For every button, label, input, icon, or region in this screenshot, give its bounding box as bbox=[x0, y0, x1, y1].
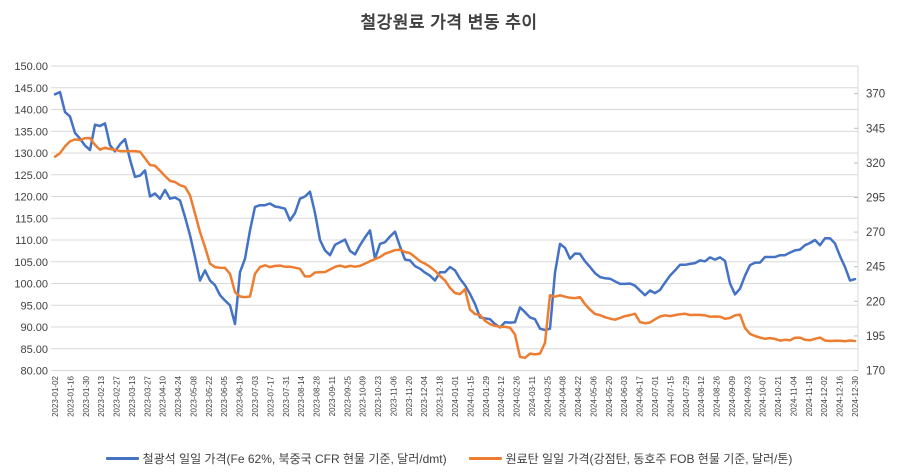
y-axis-label-right: 270 bbox=[866, 227, 885, 239]
chart-title: 철강원료 가격 변동 추이 bbox=[360, 13, 538, 32]
iron-ore-line-swatch bbox=[105, 457, 139, 460]
x-axis-label: 2024-01-01 bbox=[451, 375, 460, 416]
y-axis-label-right: 245 bbox=[866, 262, 885, 274]
y-axis-label-right: 295 bbox=[866, 192, 885, 204]
x-axis-label: 2024-03-11 bbox=[528, 375, 537, 416]
y-axis-label-left: 90.00 bbox=[20, 322, 48, 334]
x-axis-label: 2023-01-02 bbox=[51, 375, 60, 416]
x-axis-label: 2023-07-03 bbox=[251, 375, 260, 416]
y-axis-label-left: 80.00 bbox=[20, 366, 48, 378]
x-axis-label: 2023-05-08 bbox=[189, 375, 198, 416]
x-axis-label: 2024-07-15 bbox=[666, 375, 675, 416]
x-axis-label: 2024-04-22 bbox=[574, 375, 583, 416]
y-axis-label-left: 100.00 bbox=[14, 279, 48, 291]
x-axis-label: 2023-02-13 bbox=[97, 375, 106, 416]
legend-label-iron-ore: 철광석 일일 가격(Fe 62%, 북중국 CFR 현물 기준, 달러/dmt) bbox=[142, 452, 447, 466]
x-axis-label: 2024-02-26 bbox=[513, 375, 522, 416]
x-axis-label: 2023-03-13 bbox=[128, 375, 137, 416]
x-axis-label: 2024-05-06 bbox=[589, 375, 598, 416]
y-axis-label-left: 105.00 bbox=[14, 257, 48, 269]
y-axis-label-left: 150.00 bbox=[14, 61, 48, 73]
x-axis-label: 2023-04-10 bbox=[159, 375, 168, 416]
x-axis-label: 2024-10-21 bbox=[774, 375, 783, 416]
legend-item-coking-coal: 원료탄 일일 가격(강점탄, 동호주 FOB 현물 기준, 달러/톤) bbox=[468, 450, 793, 467]
x-axis-label: 2024-06-17 bbox=[636, 375, 645, 416]
y-axis-label-left: 130.00 bbox=[14, 148, 48, 160]
y-axis-label-left: 85.00 bbox=[20, 344, 48, 356]
y-axis-label-left: 145.00 bbox=[14, 83, 48, 95]
x-axis-label: 2023-12-04 bbox=[420, 375, 429, 416]
x-axis-label: 2024-12-02 bbox=[820, 375, 829, 416]
y-axis-label-right: 320 bbox=[866, 158, 885, 170]
legend-item-iron-ore: 철광석 일일 가격(Fe 62%, 북중국 CFR 현물 기준, 달러/dmt) bbox=[105, 450, 447, 467]
x-axis-label: 2023-03-27 bbox=[143, 375, 152, 416]
y-axis-label-left: 120.00 bbox=[14, 192, 48, 204]
x-axis-label: 2024-12-30 bbox=[851, 375, 860, 416]
x-axis-label: 2023-11-06 bbox=[389, 375, 398, 416]
x-axis-label: 2024-10-07 bbox=[759, 375, 768, 416]
x-axis-label: 2023-10-23 bbox=[374, 375, 383, 416]
x-axis-label: 2024-08-12 bbox=[697, 375, 706, 416]
x-axis-label: 2023-09-11 bbox=[328, 375, 337, 416]
y-axis-label-left: 115.00 bbox=[15, 213, 48, 225]
y-axis-label-right: 220 bbox=[866, 296, 885, 308]
x-axis-label: 2023-06-05 bbox=[220, 375, 229, 416]
x-axis-label: 2023-10-09 bbox=[359, 375, 368, 416]
x-axis-label: 2024-03-25 bbox=[543, 375, 552, 416]
x-axis-label: 2023-07-17 bbox=[266, 375, 275, 416]
legend-label-coking-coal: 원료탄 일일 가격(강점탄, 동호주 FOB 현물 기준, 달러/톤) bbox=[505, 452, 793, 466]
x-axis-label: 2024-02-12 bbox=[497, 375, 506, 416]
x-axis-label: 2024-01-15 bbox=[466, 375, 475, 416]
y-axis-label-right: 195 bbox=[866, 331, 885, 343]
x-axis-label: 2023-06-19 bbox=[236, 375, 245, 416]
series-line-coking-coal bbox=[53, 136, 857, 360]
x-axis-label: 2023-01-16 bbox=[66, 375, 75, 416]
x-axis-label: 2024-05-20 bbox=[605, 375, 614, 416]
x-axis-label: 2024-09-23 bbox=[743, 375, 752, 416]
x-axis-label: 2024-12-16 bbox=[836, 375, 845, 416]
x-axis-label: 2024-07-29 bbox=[682, 375, 691, 416]
y-axis-label-left: 135.00 bbox=[14, 126, 48, 138]
series-line-iron-ore bbox=[53, 90, 857, 332]
y-axis-label-left: 125.00 bbox=[14, 170, 48, 182]
x-axis-label: 2023-12-18 bbox=[436, 375, 445, 416]
x-axis-label: 2024-09-09 bbox=[728, 375, 737, 416]
x-axis-label: 2023-11-20 bbox=[405, 375, 414, 416]
x-axis-label: 2023-07-31 bbox=[282, 375, 291, 416]
y-axis-label-right: 370 bbox=[866, 89, 885, 101]
x-axis-label: 2024-01-29 bbox=[482, 375, 491, 416]
y-axis-label-right: 170 bbox=[866, 366, 885, 378]
y-axis-label-left: 110.00 bbox=[15, 235, 48, 247]
y-axis-label-left: 140.00 bbox=[14, 105, 48, 117]
x-axis-label: 2024-04-08 bbox=[559, 375, 568, 416]
x-axis-label: 2024-08-26 bbox=[713, 375, 722, 416]
x-axis-label: 2023-05-22 bbox=[205, 375, 214, 416]
y-axis-label-right: 345 bbox=[866, 123, 885, 135]
y-axis-label-left: 95.00 bbox=[20, 300, 48, 312]
chart-legend: 철광석 일일 가격(Fe 62%, 북중국 CFR 현물 기준, 달러/dmt)… bbox=[0, 450, 898, 467]
x-axis-label: 2024-11-04 bbox=[789, 375, 798, 416]
x-axis-label: 2023-08-28 bbox=[313, 375, 322, 416]
x-axis-label: 2023-08-14 bbox=[297, 375, 306, 416]
x-axis-label: 2024-11-18 bbox=[805, 375, 814, 416]
x-axis-label: 2024-07-01 bbox=[651, 375, 660, 416]
x-axis-label: 2023-04-24 bbox=[174, 375, 183, 416]
x-axis-label: 2023-09-25 bbox=[343, 375, 352, 416]
x-axis-label: 2023-02-27 bbox=[113, 375, 122, 416]
x-axis-label: 2024-06-03 bbox=[620, 375, 629, 416]
x-axis-label: 2023-01-30 bbox=[82, 375, 91, 416]
coking-coal-line-swatch bbox=[468, 457, 502, 460]
